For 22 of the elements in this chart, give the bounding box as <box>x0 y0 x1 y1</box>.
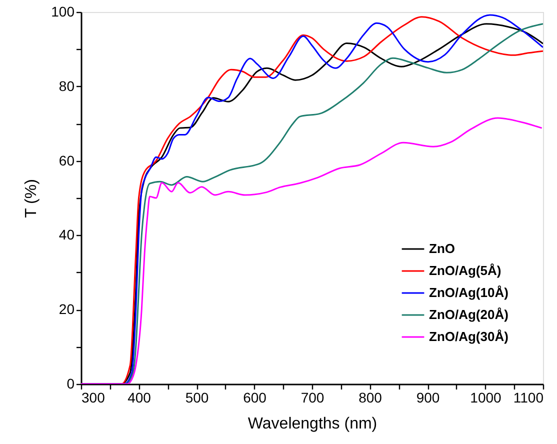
legend-label: ZnO/Ag(10Å) <box>429 285 508 300</box>
x-tick-label: 800 <box>358 390 382 406</box>
y-tick-label: 20 <box>58 301 75 318</box>
y-tick-label: 40 <box>58 226 75 243</box>
legend-label: ZnO/Ag(20Å) <box>429 307 508 322</box>
x-tick-label: 600 <box>243 390 267 406</box>
x-tick-label: 1100 <box>513 390 544 406</box>
x-tick-label: 500 <box>185 390 209 406</box>
legend-label: ZnO/Ag(5Å) <box>429 263 502 278</box>
legend-label: ZnO/Ag(30Å) <box>429 329 508 344</box>
y-tick-label: 100 <box>51 4 75 20</box>
x-tick-label: 1000 <box>470 390 502 406</box>
y-tick-label: 80 <box>58 78 75 94</box>
x-tick-label: 300 <box>82 390 106 406</box>
y-axis-title: T (%) <box>23 179 40 218</box>
x-tick-label: 700 <box>300 390 324 406</box>
x-tick-label: 900 <box>416 390 440 406</box>
x-axis-title: Wavelengths (nm) <box>248 416 378 432</box>
legend-label: ZnO <box>429 241 455 256</box>
y-tick-label: 0 <box>66 376 75 392</box>
x-tick-label: 400 <box>128 390 152 406</box>
y-tick-label: 60 <box>58 152 75 168</box>
